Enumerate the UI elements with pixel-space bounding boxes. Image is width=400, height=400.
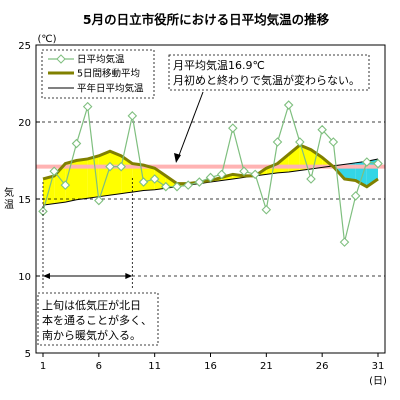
daily-temperature-point xyxy=(161,181,171,192)
daily-temperature-point xyxy=(194,177,205,187)
daily-temperature-point xyxy=(328,137,339,147)
period-note-line: 南から暖気が入る。 xyxy=(42,328,141,342)
daily-temperature-point xyxy=(373,158,383,169)
daily-temperature-point xyxy=(283,100,294,110)
x-unit-label: (日) xyxy=(369,376,387,387)
above-normal-fill xyxy=(76,158,88,200)
daily-temperature-point xyxy=(317,124,327,135)
daily-temperature-point xyxy=(306,174,316,184)
x-tick-label: 11 xyxy=(148,361,161,372)
daily-temperature-point xyxy=(49,166,59,177)
daily-temperature-point xyxy=(228,123,238,133)
daily-temperature-point xyxy=(149,174,160,184)
daily-temperature-point xyxy=(239,166,249,177)
above-normal-fill xyxy=(132,163,144,193)
daily-temperature-point xyxy=(94,195,104,206)
daily-temperature-point xyxy=(116,161,126,172)
legend-daily-marker xyxy=(56,54,66,64)
legend-label: 5日間移動平均 xyxy=(77,68,140,80)
daily-temperature-point xyxy=(138,177,149,187)
monthly-note-line1: 月平均気温16.9℃ xyxy=(173,58,265,72)
period-note-box xyxy=(37,292,159,346)
period-note-line: 上旬は低気圧が北日 xyxy=(42,298,141,312)
daily-temperature-point xyxy=(172,181,182,192)
y-axis-label: 気温 xyxy=(4,186,14,211)
y-tick-label: 10 xyxy=(18,272,31,283)
daily-temperature-point xyxy=(362,157,372,167)
x-tick-label: 31 xyxy=(372,361,385,372)
y-tick-label: 20 xyxy=(18,118,31,129)
x-tick-label: 26 xyxy=(316,361,329,372)
period-arrowhead-right xyxy=(125,273,133,279)
daily-temperature-point xyxy=(183,180,193,190)
daily-temperature-point xyxy=(82,101,93,112)
x-tick-label: 1 xyxy=(40,361,46,372)
daily-temperature-point xyxy=(216,169,227,180)
chart-title: 5月の日立市役所における日平均気温の推移 xyxy=(83,12,330,27)
above-normal-fill xyxy=(143,165,155,191)
x-tick-label: 21 xyxy=(260,361,273,372)
daily-temperature-point xyxy=(350,191,361,201)
daily-temperature-point xyxy=(261,205,272,215)
above-normal-fill xyxy=(110,151,122,196)
daily-temperature-point xyxy=(339,237,350,247)
daily-temperature-point xyxy=(60,180,71,190)
daily-temperature-point xyxy=(71,138,82,149)
y-tick-label: 15 xyxy=(18,195,31,206)
x-tick-label: 6 xyxy=(96,361,102,372)
daily-temperature-point xyxy=(295,137,305,147)
above-normal-fill xyxy=(65,160,77,203)
y-tick-label: 5 xyxy=(25,349,31,360)
y-unit-label: (℃) xyxy=(37,34,56,45)
daily-temperature-point xyxy=(127,111,138,121)
y-tick-label: 25 xyxy=(18,41,31,52)
legend-label: 平年日平均気温 xyxy=(77,83,144,95)
x-tick-label: 16 xyxy=(204,361,217,372)
daily-temperature-point xyxy=(272,137,283,147)
above-normal-fill xyxy=(98,151,110,197)
daily-temperature-point xyxy=(205,172,216,183)
monthly-note-arrowhead xyxy=(174,153,181,163)
daily-temperature-point xyxy=(105,161,115,172)
period-note-line: 本を通ることが多く、 xyxy=(42,313,152,327)
monthly-note-arrow xyxy=(177,91,204,159)
period-arrowhead-left xyxy=(43,273,50,279)
monthly-note-box xyxy=(168,54,370,91)
legend-label: 日平均気温 xyxy=(77,54,125,66)
above-normal-fill xyxy=(87,155,99,199)
monthly-note-line2: 月初めと終わりで気温が変わらない。 xyxy=(173,73,360,87)
daily-temperature-point xyxy=(250,169,260,180)
